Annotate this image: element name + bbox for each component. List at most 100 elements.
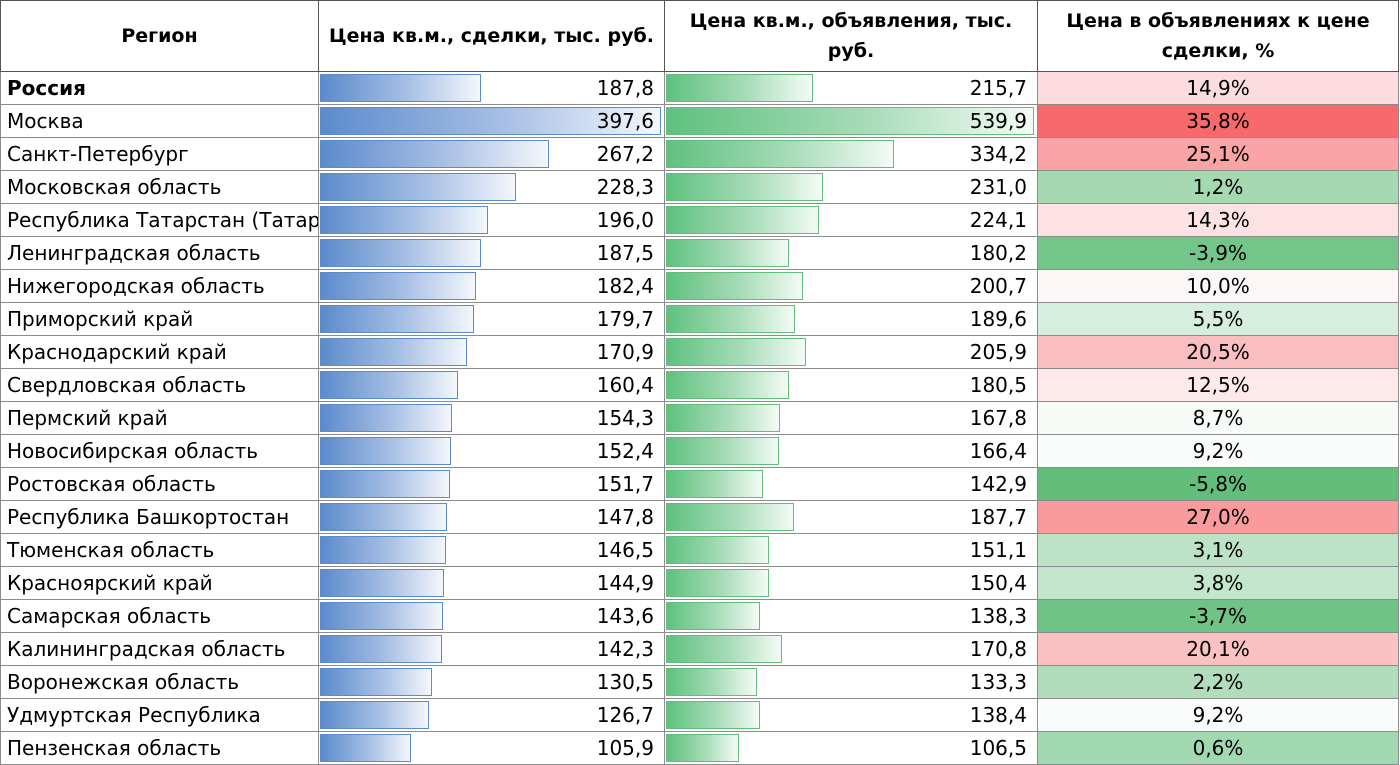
ads-price-cell[interactable]: 138,3 [664,599,1038,633]
ads-price-cell[interactable]: 180,2 [664,236,1038,270]
region-cell[interactable]: Приморский край [0,302,319,336]
deal-price-cell[interactable]: 154,3 [318,401,665,435]
table-body: Россия 187,8 215,7 14,9% Москва 397,6 539,9 35,… [0,71,1399,765]
ads-price-cell[interactable]: 334,2 [664,137,1038,171]
ads-price-cell[interactable]: 180,5 [664,368,1038,402]
ratio-cell[interactable]: 35,8% [1037,104,1399,138]
ads-price-cell[interactable]: 231,0 [664,170,1038,204]
deal-price-cell[interactable]: 397,6 [318,104,665,138]
region-cell[interactable]: Ленинградская область [0,236,319,270]
deal-price-cell[interactable]: 152,4 [318,434,665,468]
ratio-cell[interactable]: 5,5% [1037,302,1399,336]
ratio-cell[interactable]: 3,1% [1037,533,1399,567]
ads-price-cell[interactable]: 142,9 [664,467,1038,501]
ratio-cell[interactable]: 20,1% [1037,632,1399,666]
ads-price-cell[interactable]: 189,6 [664,302,1038,336]
ratio-cell[interactable]: 3,8% [1037,566,1399,600]
ads-price-data-bar [666,569,769,597]
deal-price-cell[interactable]: 196,0 [318,203,665,237]
ads-price-cell[interactable]: 200,7 [664,269,1038,303]
ads-price-cell[interactable]: 133,3 [664,665,1038,699]
ratio-cell[interactable]: 27,0% [1037,500,1399,534]
region-cell[interactable]: Московская область [0,170,319,204]
deal-price-cell[interactable]: 151,7 [318,467,665,501]
header-ads-to-deal-ratio[interactable]: Цена в объявлениях к цене сделки, % [1037,0,1399,72]
ratio-cell[interactable]: 1,2% [1037,170,1399,204]
ads-price-cell[interactable]: 106,5 [664,731,1038,765]
header-region[interactable]: Регион [0,0,319,72]
deal-price-cell[interactable]: 182,4 [318,269,665,303]
ratio-cell[interactable]: 12,5% [1037,368,1399,402]
ratio-cell[interactable]: -3,7% [1037,599,1399,633]
ratio-cell[interactable]: 0,6% [1037,731,1399,765]
deal-price-cell[interactable]: 160,4 [318,368,665,402]
region-cell[interactable]: Воронежская область [0,665,319,699]
table-row: Республика Башкортостан 147,8 187,7 27,0% [0,500,1399,534]
region-cell[interactable]: Калининградская область [0,632,319,666]
deal-price-data-bar [320,371,458,399]
deal-price-cell[interactable]: 187,8 [318,71,665,105]
ads-price-cell[interactable]: 205,9 [664,335,1038,369]
deal-price-cell[interactable]: 179,7 [318,302,665,336]
region-cell[interactable]: Республика Татарстан (Татарстан) [0,203,319,237]
ratio-cell[interactable]: 20,5% [1037,335,1399,369]
ads-price-cell[interactable]: 167,8 [664,401,1038,435]
ads-price-data-bar [666,503,794,531]
ads-price-cell[interactable]: 166,4 [664,434,1038,468]
region-cell[interactable]: Ростовская область [0,467,319,501]
ads-price-cell[interactable]: 224,1 [664,203,1038,237]
deal-price-cell[interactable]: 143,6 [318,599,665,633]
region-cell[interactable]: Свердловская область [0,368,319,402]
region-cell[interactable]: Тюменская область [0,533,319,567]
ratio-cell[interactable]: 9,2% [1037,698,1399,732]
region-cell[interactable]: Новосибирская область [0,434,319,468]
ratio-cell[interactable]: 2,2% [1037,665,1399,699]
deal-price-cell[interactable]: 146,5 [318,533,665,567]
region-cell[interactable]: Москва [0,104,319,138]
ratio-value: 3,8% [1192,571,1244,595]
region-cell[interactable]: Удмуртская Республика [0,698,319,732]
ratio-cell[interactable]: 9,2% [1037,434,1399,468]
region-cell[interactable]: Пензенская область [0,731,319,765]
region-cell[interactable]: Россия [0,71,319,105]
ratio-cell[interactable]: -5,8% [1037,467,1399,501]
ads-price-cell[interactable]: 539,9 [664,104,1038,138]
ratio-cell[interactable]: 8,7% [1037,401,1399,435]
region-cell[interactable]: Краснодарский край [0,335,319,369]
ratio-cell[interactable]: 25,1% [1037,137,1399,171]
ads-price-cell[interactable]: 138,4 [664,698,1038,732]
region-cell[interactable]: Нижегородская область [0,269,319,303]
region-cell[interactable]: Красноярский край [0,566,319,600]
header-ads-price[interactable]: Цена кв.м., объявления, тыс. руб. [664,0,1038,72]
ads-price-cell[interactable]: 187,7 [664,500,1038,534]
ads-price-data-bar [666,338,806,366]
ads-price-cell[interactable]: 215,7 [664,71,1038,105]
ratio-cell[interactable]: 14,9% [1037,71,1399,105]
deal-price-value: 187,5 [596,241,654,265]
ads-price-data-bar [666,734,739,762]
region-cell[interactable]: Пермский край [0,401,319,435]
deal-price-cell[interactable]: 130,5 [318,665,665,699]
ratio-value: 35,8% [1186,109,1250,133]
deal-price-cell[interactable]: 144,9 [318,566,665,600]
ads-price-cell[interactable]: 151,1 [664,533,1038,567]
deal-price-cell[interactable]: 267,2 [318,137,665,171]
ratio-cell[interactable]: 14,3% [1037,203,1399,237]
deal-price-cell[interactable]: 228,3 [318,170,665,204]
header-deal-price[interactable]: Цена кв.м., сделки, тыс. руб. [318,0,665,72]
deal-price-cell[interactable]: 170,9 [318,335,665,369]
ads-price-cell[interactable]: 170,8 [664,632,1038,666]
region-cell[interactable]: Республика Башкортостан [0,500,319,534]
deal-price-cell[interactable]: 105,9 [318,731,665,765]
region-cell[interactable]: Санкт-Петербург [0,137,319,171]
ads-price-data-bar [666,239,789,267]
ads-price-value: 180,5 [969,373,1027,397]
deal-price-cell[interactable]: 187,5 [318,236,665,270]
ratio-cell[interactable]: -3,9% [1037,236,1399,270]
region-cell[interactable]: Самарская область [0,599,319,633]
deal-price-cell[interactable]: 142,3 [318,632,665,666]
ratio-cell[interactable]: 10,0% [1037,269,1399,303]
deal-price-cell[interactable]: 147,8 [318,500,665,534]
ads-price-cell[interactable]: 150,4 [664,566,1038,600]
deal-price-cell[interactable]: 126,7 [318,698,665,732]
